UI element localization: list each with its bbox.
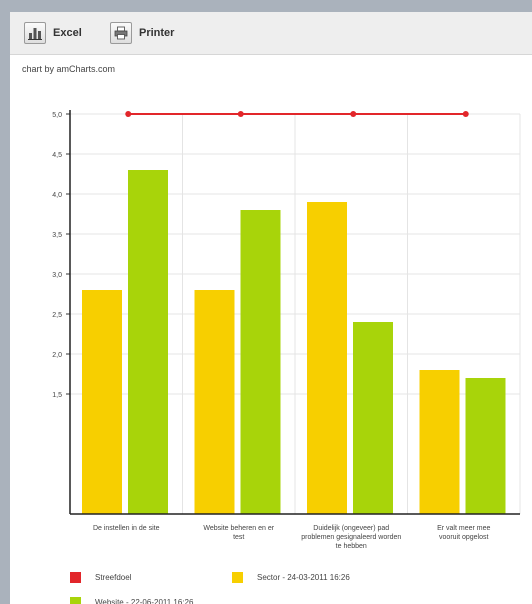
x-tick-label: test xyxy=(233,534,244,541)
chart-panel: Excel Printer chart by amCharts.com 5,0 4… xyxy=(10,12,532,604)
chart-credit: chart by amCharts.com xyxy=(22,64,116,74)
y-tick-label: 5,0 xyxy=(52,112,62,119)
toolbar: Excel Printer xyxy=(10,12,532,55)
x-tick-label: Website beheren en er xyxy=(203,525,274,532)
y-tick-label: 2,5 xyxy=(52,312,62,319)
bar-website xyxy=(128,170,168,514)
excel-button[interactable]: Excel xyxy=(24,21,82,45)
y-tick-label: 1,5 xyxy=(52,392,62,399)
print-button[interactable]: Printer xyxy=(110,21,174,45)
legend-item[interactable]: Website - 22-06-2011 16:26 xyxy=(70,597,193,604)
bar-chart-icon xyxy=(24,22,46,44)
y-tick-label: 4,0 xyxy=(52,192,62,199)
print-label: Printer xyxy=(139,27,175,39)
legend-label: Website - 22-06-2011 16:26 xyxy=(95,598,194,604)
legend-item[interactable]: Streefdoel xyxy=(70,572,131,583)
bar-website xyxy=(353,322,393,514)
goal-marker xyxy=(125,111,132,117)
legend-label: Streefdoel xyxy=(95,573,132,582)
bar-sector xyxy=(307,202,347,514)
y-tick-label: 3,0 xyxy=(52,272,62,279)
x-tick-label: Duidelijk (ongeveer) pad xyxy=(313,525,389,532)
goal-marker xyxy=(237,111,244,117)
y-tick-label: 3,5 xyxy=(52,232,62,239)
x-tick-label: te hebben xyxy=(336,543,367,550)
bar-website xyxy=(240,210,281,514)
bar-chart: 5,0 4,5 4,0 3,5 3,0 2,5 2,0 1,5 De instellen in … xyxy=(52,110,521,550)
x-tick-label: De instellen in de site xyxy=(93,525,160,532)
legend-swatch xyxy=(232,572,243,583)
printer-icon xyxy=(110,22,132,44)
legend-swatch xyxy=(70,572,81,583)
x-tick-label: problemen gesignaleerd worden xyxy=(301,534,401,541)
y-tick-label: 4,5 xyxy=(52,152,62,159)
bar-sector xyxy=(82,290,122,514)
y-tick-label: 2,0 xyxy=(52,352,62,359)
excel-label: Excel xyxy=(53,27,82,39)
bar-website xyxy=(465,378,506,514)
bar-sector xyxy=(419,370,460,514)
legend-label: Sector - 24-03-2011 16:26 xyxy=(257,573,350,582)
goal-marker xyxy=(462,111,469,117)
x-tick-label: vooruit opgelost xyxy=(439,534,488,541)
x-tick-label: Er valt meer mee xyxy=(437,525,490,532)
bar-sector xyxy=(194,290,235,514)
legend-item[interactable]: Sector - 24-03-2011 16:26 xyxy=(232,572,350,583)
legend-swatch xyxy=(70,597,81,604)
goal-marker xyxy=(350,111,357,117)
